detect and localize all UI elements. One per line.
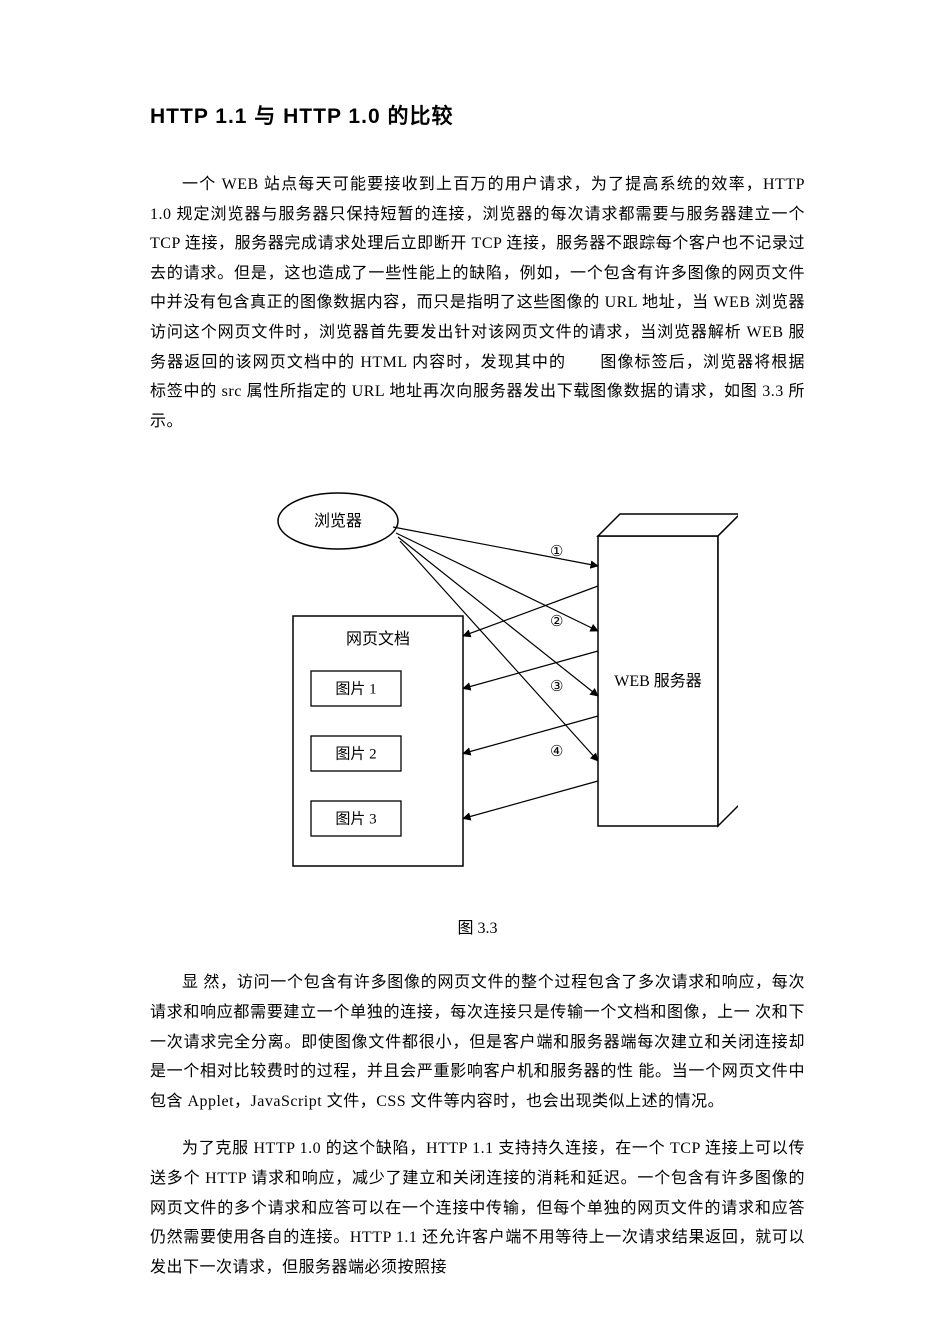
paragraph-2: 显 然，访问一个包含有许多图像的网页文件的整个过程包含了多次请求和响应，每次请求… <box>150 968 805 1116</box>
svg-text:②: ② <box>550 614 563 630</box>
svg-text:④: ④ <box>550 744 563 760</box>
svg-text:图片 3: 图片 3 <box>335 811 376 828</box>
paragraph-1: 一个 WEB 站点每天可能要接收到上百万的用户请求，为了提高系统的效率，HTTP… <box>150 170 805 436</box>
figure-caption: 图 3.3 <box>150 914 805 938</box>
svg-text:图片 1: 图片 1 <box>335 681 376 698</box>
svg-text:网页文档: 网页文档 <box>345 630 409 648</box>
page-title: HTTP 1.1 与 HTTP 1.0 的比较 <box>150 100 805 130</box>
svg-text:图片 2: 图片 2 <box>335 746 376 763</box>
svg-text:浏览器: 浏览器 <box>313 512 361 530</box>
svg-text:WEB 服务器: WEB 服务器 <box>614 672 702 690</box>
svg-text:①: ① <box>550 544 563 560</box>
svg-text:③: ③ <box>550 679 563 695</box>
figure-3-3: 浏览器 WEB 服务器 网页文档图片 1 图片 2 图片 3 ① ② ③ ④ <box>150 476 805 896</box>
paragraph-3: 为了克服 HTTP 1.0 的这个缺陷，HTTP 1.1 支持持久连接，在一个 … <box>150 1134 805 1282</box>
